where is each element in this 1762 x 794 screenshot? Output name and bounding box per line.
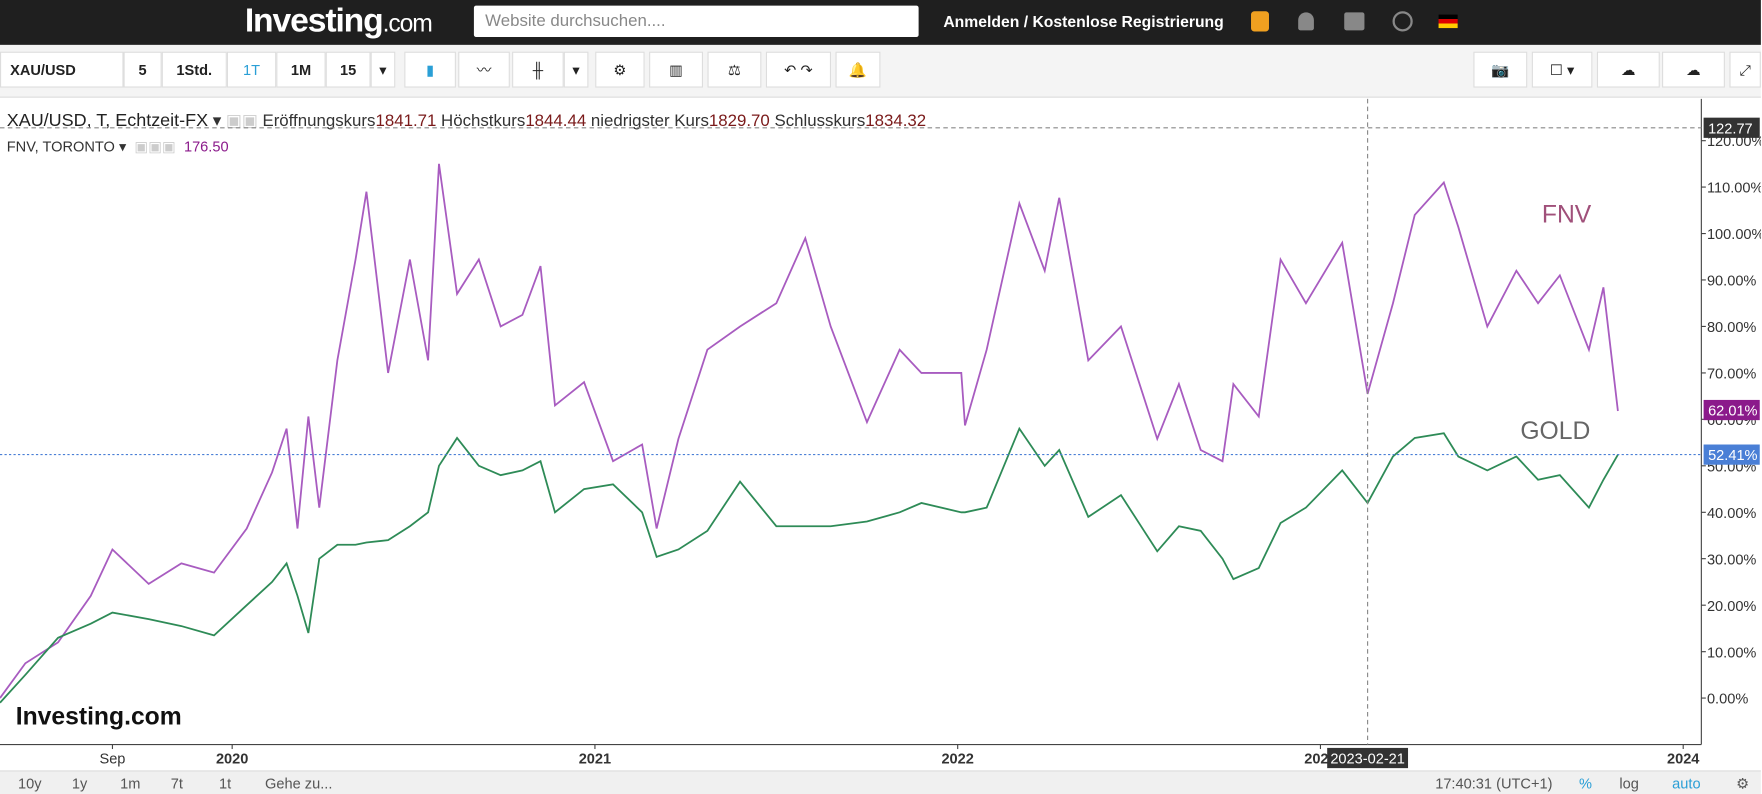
y-tick-label: 30.00%	[1707, 552, 1756, 568]
header: Investing.com Website durchsuchen.... An…	[0, 0, 1761, 45]
interval-button[interactable]: 1M	[276, 51, 326, 88]
x-tick-label: 2024	[1667, 752, 1700, 768]
compare-legend: FNV, TORONTO ▾ ▣▣▣ 176.50	[6, 138, 229, 155]
tool-button[interactable]: ⤢	[1729, 51, 1761, 88]
price-tag	[1703, 444, 1760, 465]
dropdown[interactable]: ▾	[563, 51, 589, 88]
y-tick-label: 80.00%	[1707, 320, 1756, 336]
y-tick-label: 90.00%	[1707, 274, 1756, 290]
y-tick-label: 40.00%	[1707, 506, 1756, 522]
price-tag-label: 62.01%	[1708, 404, 1757, 420]
tool-button[interactable]: ╫	[512, 51, 564, 88]
y-tick-label: 100.00%	[1707, 227, 1761, 243]
crosshair-x-tag	[1327, 747, 1409, 769]
toolbar: XAU/USD 5 1Std. 1T 1M 15 ▾ ▮ 〰 ╫ ▾ ⚙ ▥ ⚖…	[0, 44, 1761, 98]
x-axis-bar	[0, 744, 1761, 771]
crosshair-y-tag	[1703, 117, 1760, 138]
auth: Anmelden / Kostenlose Registrierung	[943, 12, 1223, 30]
legend-value: 1834.32	[865, 111, 927, 131]
x-tick-label: 2021	[579, 752, 611, 768]
goto-button[interactable]: Gehe zu...	[265, 774, 333, 792]
y-tick-label: 120.00%	[1707, 134, 1761, 150]
icon[interactable]	[1392, 11, 1413, 32]
y-tick-label: 110.00%	[1707, 181, 1761, 197]
icon[interactable]	[1298, 12, 1314, 31]
watermark: Investing.com	[16, 703, 182, 730]
legend-label: Eröffnungskurs	[262, 111, 376, 131]
y-tick-label: 20.00%	[1707, 599, 1756, 615]
register-link[interactable]: Kostenlose Registrierung	[1032, 12, 1224, 31]
range-button[interactable]: 1y	[71, 774, 88, 792]
interval-button[interactable]: 1T	[226, 51, 277, 88]
symbol-input[interactable]: XAU/USD	[0, 51, 124, 88]
range-button[interactable]: 1t	[218, 774, 232, 792]
interval-button[interactable]: 1Std.	[161, 51, 227, 88]
y-tick-label: 10.00%	[1707, 645, 1756, 661]
settings[interactable]: ⚙	[1736, 774, 1750, 792]
price-tag	[1703, 399, 1760, 421]
legend-value: 176.50	[183, 138, 229, 155]
crosshair-x-label: 2023-02-21	[1330, 752, 1405, 768]
interval-button[interactable]: 15	[325, 51, 371, 88]
legend-label: Schlusskurs	[774, 111, 866, 131]
legend-value: 1829.70	[708, 111, 770, 131]
login-link[interactable]: Anmelden	[943, 12, 1020, 31]
tool-button[interactable]: ☐ ▾	[1531, 51, 1593, 88]
legend-value: 1841.71	[375, 111, 437, 131]
search-box[interactable]: Website durchsuchen....	[473, 5, 919, 38]
range-button[interactable]: 10y	[17, 774, 42, 792]
price-tag-label: 52.41%	[1708, 448, 1757, 464]
percent-toggle[interactable]: %	[1578, 774, 1592, 792]
chart: 0.00%10.00%20.00%30.00%40.00%50.00%60.00…	[0, 98, 1761, 771]
legend-symbol: FNV, TORONTO	[6, 138, 115, 155]
tool-button[interactable]: ▥	[649, 51, 703, 88]
logo[interactable]: Investing.com	[244, 2, 433, 40]
x-tick-label: 2022	[941, 752, 973, 768]
range-button[interactable]: 1m	[120, 774, 141, 792]
x-tick-label: Sep	[99, 752, 125, 768]
legend-label: niedrigster Kurs	[590, 111, 709, 131]
legend-symbol: XAU/USD, T, Echtzeit-FX	[6, 111, 209, 131]
tool-button[interactable]: 〰	[458, 51, 510, 88]
tool-button[interactable]: ↶ ↷	[765, 51, 832, 88]
tool-button[interactable]: ☁	[1662, 51, 1725, 88]
tool-button[interactable]: 🔔	[835, 51, 881, 88]
logo-suffix: .com	[382, 8, 433, 38]
flag[interactable]	[1438, 14, 1458, 29]
auto-toggle[interactable]: auto	[1672, 774, 1701, 792]
main-legend: XAU/USD, T, Echtzeit-FX ▾ ▣▣ Eröffnungsk…	[6, 111, 927, 131]
legend-label: Höchstkurs	[441, 111, 526, 131]
series-line	[0, 426, 1619, 704]
tool-button[interactable]: 📷	[1473, 51, 1528, 88]
crosshair-y-label: 122.77	[1708, 121, 1753, 137]
icon[interactable]	[1344, 12, 1365, 31]
tool-button[interactable]: ⚖	[707, 51, 762, 88]
logo-text: Investing	[244, 2, 384, 40]
tool-button[interactable]: ⚙	[595, 51, 645, 88]
footer: 10y 1y 1m 7t 1t Gehe zu... 17:40:31 (UTC…	[0, 770, 1761, 794]
legend-value: 1844.44	[525, 111, 587, 131]
x-tick-label: 2020	[216, 752, 248, 768]
series-label: FNV	[1542, 201, 1592, 228]
icon[interactable]	[1251, 11, 1269, 32]
series-label: GOLD	[1520, 418, 1590, 445]
separator: /	[1023, 12, 1029, 31]
clock: 17:40:31 (UTC+1)	[1435, 774, 1553, 792]
interval-button[interactable]: 5	[123, 51, 162, 88]
dropdown[interactable]: ▾	[370, 51, 396, 88]
series-line	[0, 163, 1619, 699]
tool-button[interactable]: ▮	[404, 51, 456, 88]
y-tick-label: 0.00%	[1707, 692, 1748, 708]
tool-button[interactable]: ☁	[1596, 51, 1660, 88]
range-button[interactable]: 7t	[170, 774, 183, 792]
log-toggle[interactable]: log	[1619, 774, 1639, 792]
y-tick-label: 70.00%	[1707, 367, 1756, 383]
